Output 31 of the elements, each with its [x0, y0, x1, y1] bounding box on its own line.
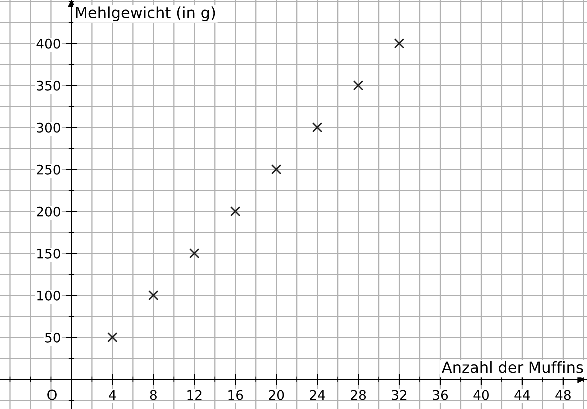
x-tick-label: 4 — [109, 390, 116, 400]
x-tick-label: 24 — [310, 390, 326, 400]
point — [230, 206, 241, 217]
x-tick-label: 28 — [351, 390, 366, 400]
y-tick-label: 300 — [37, 122, 60, 133]
point — [148, 290, 159, 301]
y-tick-label: 250 — [37, 164, 60, 175]
annotation: O — [48, 390, 57, 400]
x-tick-label: 36 — [433, 390, 448, 400]
x-tick-label: 48 — [556, 390, 571, 400]
point — [272, 164, 282, 175]
x-tick-label: 40 — [474, 390, 489, 400]
point — [108, 332, 118, 343]
x-tick-label: 32 — [392, 390, 407, 400]
x-axis-title: Anzahl der Muffins — [442, 361, 584, 374]
point — [394, 38, 405, 49]
point — [190, 248, 200, 259]
y-tick-label: 400 — [36, 38, 60, 49]
y-tick-label: 50 — [46, 332, 60, 343]
y-tick-label: 150 — [38, 248, 60, 259]
point — [353, 80, 364, 91]
x-tick-label: 8 — [150, 390, 157, 400]
y-tick-label: 100 — [38, 290, 60, 301]
x-tick-label: 12 — [188, 390, 202, 400]
x-tick-label: 16 — [228, 390, 244, 400]
y-axis-title: Mehlgewicht (in g) — [76, 6, 216, 22]
x-tick-label: 44 — [514, 390, 530, 400]
y-tick-label: 200 — [37, 206, 60, 217]
y-tick-label: 350 — [37, 80, 60, 91]
point — [312, 122, 323, 133]
x-tick-label: 20 — [269, 390, 284, 400]
